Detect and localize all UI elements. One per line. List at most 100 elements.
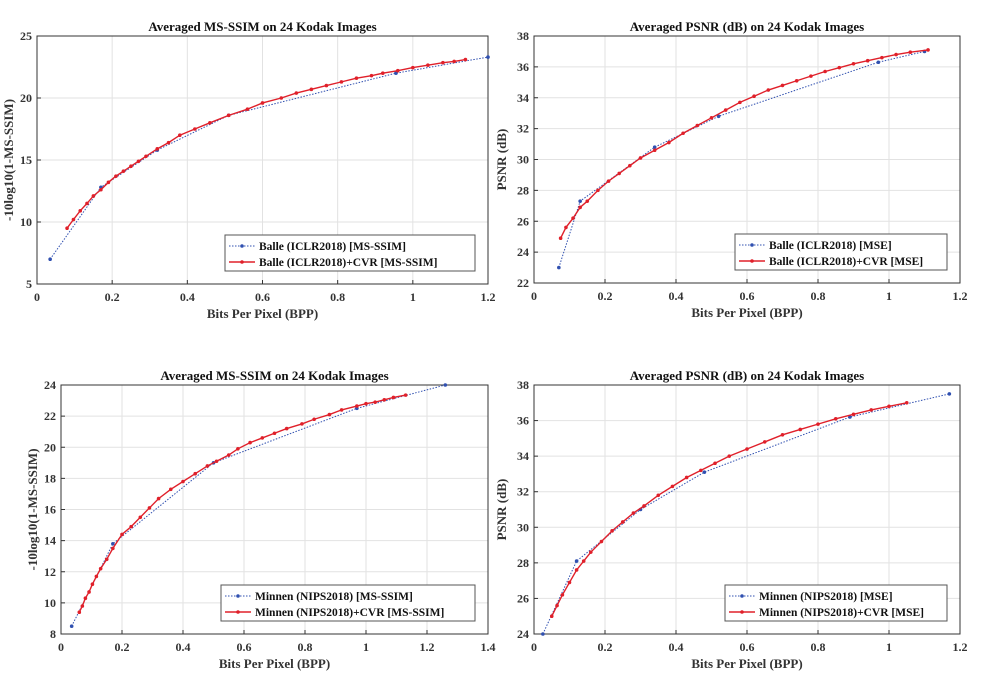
data-point [98, 566, 103, 571]
data-point [272, 431, 277, 436]
y-tick-label: 30 [517, 153, 529, 167]
x-tick-label: 1.2 [953, 640, 968, 654]
data-point [894, 52, 898, 57]
y-tick-label: 32 [517, 122, 529, 136]
x-axis-label: Bits Per Pixel (BPP) [691, 305, 802, 320]
legend-marker [240, 244, 244, 248]
legend-marker [740, 610, 744, 614]
data-point [794, 78, 799, 83]
data-point [880, 55, 884, 60]
data-point [709, 116, 714, 120]
data-point [642, 504, 646, 508]
data-point [571, 216, 575, 220]
data-point [120, 532, 124, 537]
data-point [178, 133, 182, 137]
data-point [80, 604, 85, 608]
data-point [99, 187, 103, 192]
data-point [670, 484, 675, 489]
data-point [876, 60, 881, 65]
data-point [823, 69, 827, 74]
data-point [851, 412, 856, 417]
data-point [752, 94, 756, 99]
data-point [214, 459, 219, 464]
data-point [780, 433, 785, 437]
data-point [837, 65, 842, 70]
y-tick-label: 18 [44, 471, 56, 485]
y-tick-label: 36 [517, 60, 529, 74]
data-point [205, 464, 210, 468]
y-tick-label: 20 [20, 91, 32, 105]
data-point [463, 57, 468, 62]
legend: Balle (ICLR2018) [MSE] Balle (ICLR2018)+C… [734, 233, 948, 271]
y-tick-label: 26 [517, 214, 529, 228]
data-point [394, 71, 398, 75]
data-point [339, 408, 344, 412]
data-point [181, 479, 185, 484]
x-tick-label: 0.4 [176, 640, 191, 654]
data-point [610, 529, 614, 533]
data-point [354, 76, 359, 80]
y-tick-label: 34 [517, 91, 529, 105]
y-tick-label: 16 [44, 503, 56, 517]
data-point [780, 83, 785, 88]
x-tick-label: 1.2 [953, 289, 968, 303]
data-point [723, 108, 728, 112]
data-point [947, 392, 952, 396]
data-point [557, 265, 561, 270]
data-point [798, 427, 803, 432]
x-tick-label: 0.2 [115, 640, 130, 654]
subplot-2: 0 0.2 0.4 0.6 0.8 1 1.2 22 24 26 28 30 32 34 36 38 Avera… [494, 19, 968, 320]
data-point [555, 603, 559, 608]
data-point [574, 568, 579, 572]
y-tick-label: 28 [517, 556, 529, 570]
x-tick-label: 0 [34, 290, 40, 304]
data-point [652, 145, 657, 149]
chart-title: Averaged MS-SSIM on 24 Kodak Images [160, 368, 388, 383]
data-point [443, 383, 448, 387]
chart-title: Averaged MS-SSIM on 24 Kodak Images [148, 19, 376, 34]
data-point [391, 395, 396, 400]
x-tick-label: 0.2 [598, 640, 613, 654]
data-point [567, 580, 572, 585]
data-point [284, 426, 289, 431]
legend-entry: Minnen (NIPS2018)+CVR [MS-SSIM] [255, 607, 444, 619]
y-tick-label: 30 [517, 520, 529, 534]
data-point [596, 188, 600, 193]
x-tick-label: 1 [886, 640, 892, 654]
legend-entry: Balle (ICLR2018) [MSE] [769, 240, 892, 252]
data-point [426, 63, 430, 67]
x-tick-label: 0.8 [811, 289, 826, 303]
x-tick-label: 0.8 [811, 640, 826, 654]
data-point [486, 55, 490, 59]
data-point [85, 201, 89, 206]
legend-box [220, 584, 476, 622]
data-point [248, 440, 252, 445]
y-tick-label: 25 [20, 29, 32, 43]
data-point [631, 511, 636, 515]
data-point [727, 454, 732, 458]
data-point [865, 58, 870, 63]
data-point [300, 422, 304, 426]
x-axis-label: Bits Per Pixel (BPP) [207, 306, 318, 321]
data-point [129, 524, 133, 529]
y-tick-label: 22 [44, 409, 56, 423]
x-tick-label: 0.6 [740, 640, 755, 654]
data-point [129, 164, 133, 168]
data-point [226, 453, 231, 457]
x-axis-label: Bits Per Pixel (BPP) [219, 656, 330, 671]
data-point [638, 156, 643, 160]
y-axis-label: -10log10(1-MS-SSIM) [1, 99, 16, 221]
series-line-cvr [551, 402, 907, 617]
data-point [364, 401, 368, 406]
data-point [369, 73, 374, 78]
data-point [411, 65, 415, 70]
legend-box [724, 584, 948, 622]
x-tick-label: 0.6 [255, 290, 270, 304]
subplot-4: 0 0.2 0.4 0.6 0.8 1 1.2 24 26 28 30 32 34 36 38 Average… [494, 368, 968, 671]
x-tick-label: 0 [531, 640, 537, 654]
data-point [549, 614, 554, 619]
x-tick-label: 1 [363, 640, 369, 654]
data-point [926, 48, 930, 52]
x-tick-label: 0.6 [740, 289, 755, 303]
